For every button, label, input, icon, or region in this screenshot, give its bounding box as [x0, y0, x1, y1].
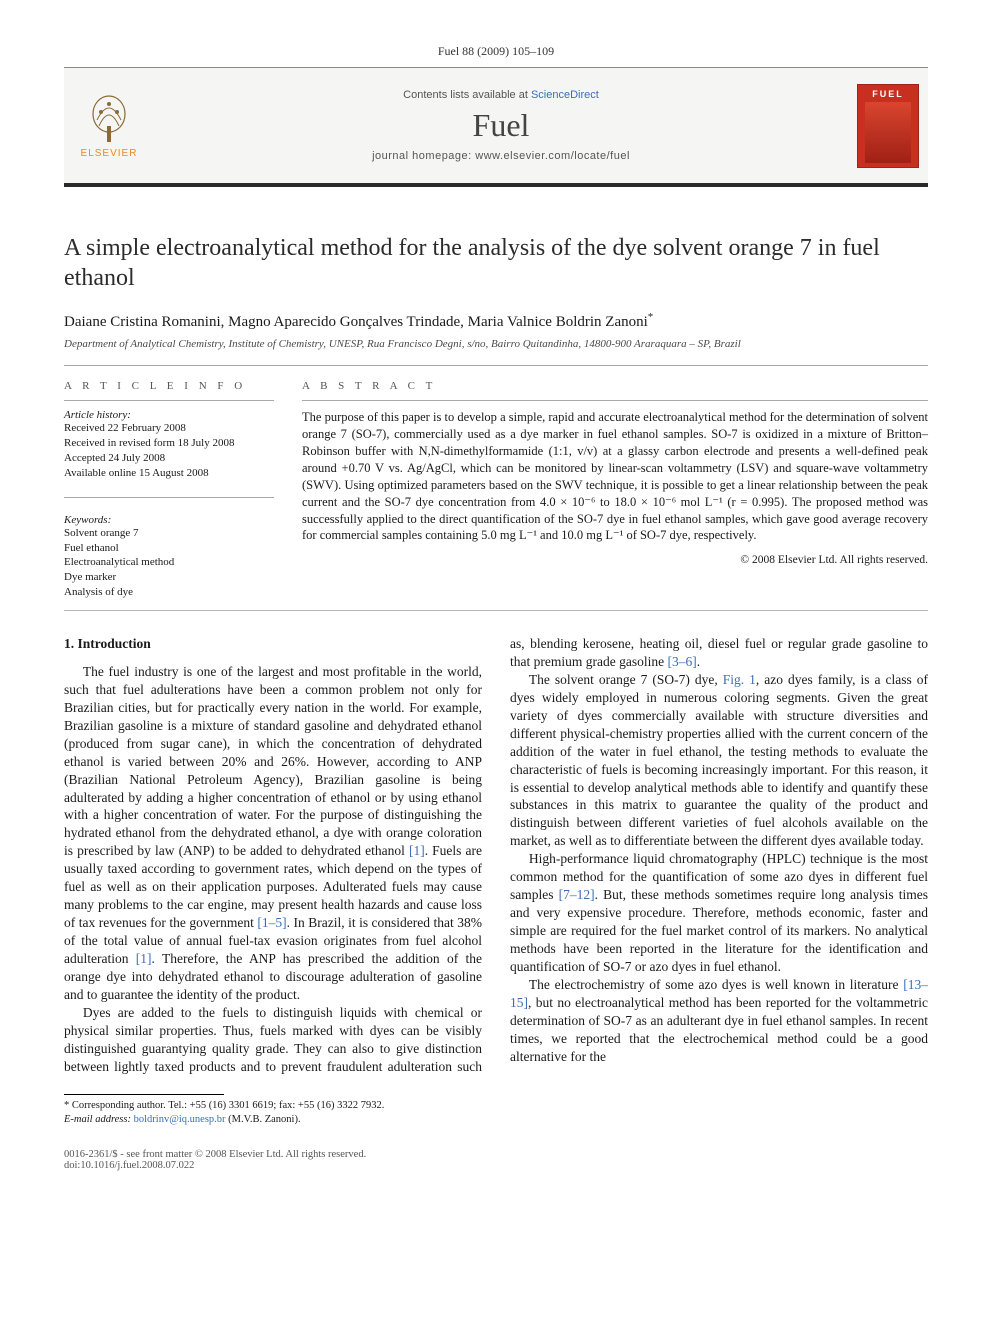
author-list: Daiane Cristina Romanini, Magno Aparecid…: [64, 311, 928, 331]
journal-cover-icon: FUEL: [857, 84, 919, 168]
citation-ref[interactable]: [1]: [409, 843, 425, 858]
article-info-column: A R T I C L E I N F O Article history: R…: [64, 380, 274, 600]
cover-title: FUEL: [872, 89, 904, 99]
article-title: A simple electroanalytical method for th…: [64, 233, 928, 293]
abstract-column: A B S T R A C T The purpose of this pape…: [302, 380, 928, 600]
abstract-text: The purpose of this paper is to develop …: [302, 409, 928, 544]
page-footer-meta: 0016-2361/$ - see front matter © 2008 El…: [64, 1149, 928, 1171]
citation-ref[interactable]: [1–5]: [257, 915, 286, 930]
homepage-prefix: journal homepage:: [372, 150, 475, 162]
history-label: Article history:: [64, 409, 274, 421]
cover-art: [865, 102, 912, 163]
keyword-lines: Solvent orange 7 Fuel ethanol Electroana…: [64, 526, 274, 600]
publisher-logo-block: ELSEVIER: [64, 68, 154, 183]
body-span: The fuel industry is one of the largest …: [64, 664, 482, 859]
keyword: Dye marker: [64, 570, 274, 585]
body-span: , azo dyes family, is a class of dyes wi…: [510, 672, 928, 849]
sciencedirect-link[interactable]: ScienceDirect: [531, 89, 599, 101]
article-info-head: A R T I C L E I N F O: [64, 380, 274, 392]
body-span: .: [697, 654, 700, 669]
email-label: E-mail address:: [64, 1114, 134, 1125]
info-rule-1: [64, 400, 274, 401]
history-line: Available online 15 August 2008: [64, 466, 274, 481]
author-names: Daiane Cristina Romanini, Magno Aparecid…: [64, 314, 648, 330]
email-tail: (M.V.B. Zanoni).: [226, 1114, 301, 1125]
info-rule-2: [64, 497, 274, 498]
corresponding-mark: *: [648, 311, 654, 323]
footnote-block: * Corresponding author. Tel.: +55 (16) 3…: [64, 1094, 928, 1127]
citation-ref[interactable]: [3–6]: [667, 654, 696, 669]
body-paragraph: High-performance liquid chromatography (…: [510, 850, 928, 976]
affiliation: Department of Analytical Chemistry, Inst…: [64, 337, 928, 351]
cover-thumb-block: FUEL: [848, 68, 928, 183]
abstract-head: A B S T R A C T: [302, 380, 928, 392]
contents-available-line: Contents lists available at ScienceDirec…: [403, 89, 599, 101]
masthead-center: Contents lists available at ScienceDirec…: [154, 68, 848, 183]
figure-ref[interactable]: Fig. 1: [723, 672, 756, 687]
email-line: E-mail address: boldrinv@iq.unesp.br (M.…: [64, 1113, 928, 1127]
body-paragraph: The electrochemistry of some azo dyes is…: [510, 976, 928, 1066]
rule-top: [64, 365, 928, 366]
history-line: Accepted 24 July 2008: [64, 451, 274, 466]
abstract-rule: [302, 400, 928, 401]
publisher-name: ELSEVIER: [81, 148, 138, 159]
email-address[interactable]: boldrinv@iq.unesp.br: [134, 1114, 226, 1125]
corresponding-author-note: * Corresponding author. Tel.: +55 (16) 3…: [64, 1099, 928, 1113]
keywords-label: Keywords:: [64, 514, 274, 526]
citation-line: Fuel 88 (2009) 105–109: [64, 44, 928, 59]
elsevier-tree-icon: [87, 92, 131, 144]
section-heading: 1. Introduction: [64, 635, 482, 653]
body-paragraph: The fuel industry is one of the largest …: [64, 663, 482, 1004]
rule-below-abstract: [64, 610, 928, 611]
body-span: , but no electroanalytical method has be…: [510, 995, 928, 1064]
keyword: Analysis of dye: [64, 585, 274, 600]
homepage-line: journal homepage: www.elsevier.com/locat…: [372, 150, 630, 162]
body-span: The solvent orange 7 (SO-7) dye,: [529, 672, 723, 687]
body-span: The electrochemistry of some azo dyes is…: [529, 977, 903, 992]
body-paragraph: The solvent orange 7 (SO-7) dye, Fig. 1,…: [510, 671, 928, 851]
abstract-copyright: © 2008 Elsevier Ltd. All rights reserved…: [302, 554, 928, 566]
journal-masthead: ELSEVIER Contents lists available at Sci…: [64, 67, 928, 187]
footnote-rule: [64, 1094, 224, 1095]
history-line: Received 22 February 2008: [64, 421, 274, 436]
keyword: Electroanalytical method: [64, 555, 274, 570]
front-matter-line: 0016-2361/$ - see front matter © 2008 El…: [64, 1149, 366, 1160]
contents-prefix: Contents lists available at: [403, 89, 531, 101]
history-line: Received in revised form 18 July 2008: [64, 436, 274, 451]
body-text: 1. Introduction The fuel industry is one…: [64, 635, 928, 1076]
journal-name: Fuel: [473, 107, 530, 144]
keyword: Fuel ethanol: [64, 541, 274, 556]
doi-line: doi:10.1016/j.fuel.2008.07.022: [64, 1160, 366, 1171]
citation-ref[interactable]: [7–12]: [559, 887, 595, 902]
homepage-url[interactable]: www.elsevier.com/locate/fuel: [475, 150, 630, 162]
history-lines: Received 22 February 2008 Received in re…: [64, 421, 274, 480]
citation-ref[interactable]: [1]: [136, 951, 152, 966]
keyword: Solvent orange 7: [64, 526, 274, 541]
